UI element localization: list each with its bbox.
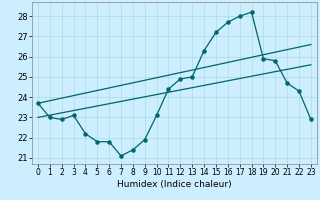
X-axis label: Humidex (Indice chaleur): Humidex (Indice chaleur) xyxy=(117,180,232,189)
